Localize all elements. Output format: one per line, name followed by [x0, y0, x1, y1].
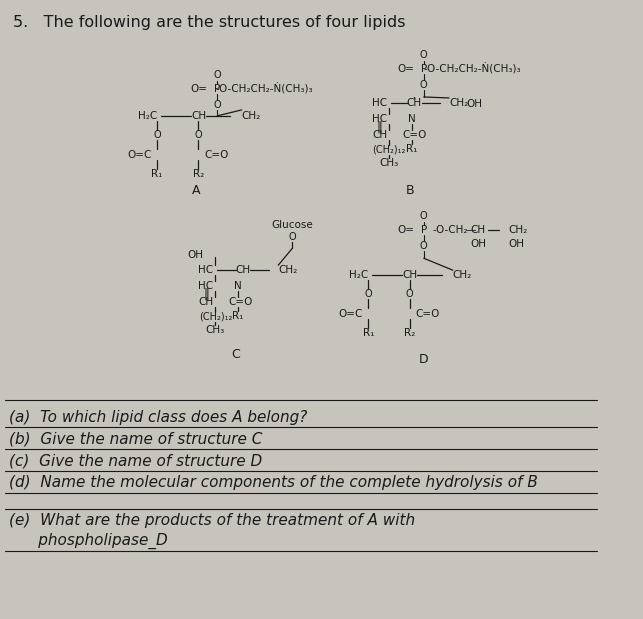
- Text: CH₂: CH₂: [508, 225, 527, 235]
- Text: (a)  To which lipid class does A belong?: (a) To which lipid class does A belong?: [9, 410, 307, 425]
- Text: R₁: R₁: [406, 144, 417, 154]
- Text: -O-CH₂: -O-CH₂: [432, 225, 467, 235]
- Text: R₁: R₁: [363, 328, 374, 338]
- Text: O: O: [195, 130, 203, 140]
- Text: CH: CH: [372, 130, 387, 140]
- Text: HC: HC: [199, 281, 213, 291]
- Text: O=: O=: [191, 84, 208, 94]
- Text: (CH₂)₁₂: (CH₂)₁₂: [199, 312, 232, 322]
- Text: R₂: R₂: [193, 168, 204, 179]
- Text: ‖: ‖: [203, 288, 209, 301]
- Text: CH: CH: [199, 297, 213, 307]
- Text: Glucose: Glucose: [271, 220, 313, 230]
- Text: CH: CH: [471, 225, 485, 235]
- Text: O=C: O=C: [127, 150, 152, 160]
- Text: C=O: C=O: [228, 297, 253, 307]
- Text: HC: HC: [372, 98, 387, 108]
- Text: O: O: [420, 50, 428, 60]
- Text: O: O: [420, 241, 428, 251]
- Text: (b)  Give the name of structure C: (b) Give the name of structure C: [9, 431, 262, 446]
- Text: R₁: R₁: [232, 311, 244, 321]
- Text: OH: OH: [470, 240, 486, 249]
- Text: HC: HC: [372, 114, 387, 124]
- Text: (CH₂)₁₂: (CH₂)₁₂: [372, 145, 406, 155]
- Text: B: B: [405, 184, 414, 197]
- Text: C=O: C=O: [402, 130, 426, 140]
- Text: ‖: ‖: [377, 120, 383, 133]
- Text: OH: OH: [508, 240, 524, 249]
- Text: A: A: [192, 184, 201, 197]
- Text: OH: OH: [466, 99, 482, 109]
- Text: R₁: R₁: [152, 168, 163, 179]
- Text: CH: CH: [407, 98, 422, 108]
- Text: CH: CH: [191, 111, 206, 121]
- Text: O: O: [420, 80, 428, 90]
- Text: O: O: [365, 289, 372, 299]
- Text: O: O: [289, 232, 296, 242]
- Text: CH₂: CH₂: [449, 98, 468, 108]
- Text: P: P: [214, 84, 221, 94]
- Text: O: O: [154, 130, 161, 140]
- Text: phospholipase_D: phospholipase_D: [9, 533, 168, 549]
- Text: CH₂: CH₂: [453, 270, 472, 280]
- Text: H₂C: H₂C: [349, 270, 368, 280]
- Text: —: —: [466, 225, 476, 235]
- Text: -O-CH₂CH₂-Ṅ(CH₃)₃: -O-CH₂CH₂-Ṅ(CH₃)₃: [424, 63, 521, 75]
- Text: 5.   The following are the structures of four lipids: 5. The following are the structures of f…: [13, 15, 405, 30]
- Text: CH₂: CH₂: [278, 265, 298, 275]
- Text: O: O: [406, 289, 413, 299]
- Text: CH₃: CH₃: [206, 325, 225, 335]
- Text: N: N: [234, 281, 242, 291]
- Text: O=: O=: [397, 64, 414, 74]
- Text: (d)  Name the molecular components of the complete hydrolysis of B: (d) Name the molecular components of the…: [9, 475, 538, 490]
- Text: R₂: R₂: [404, 328, 415, 338]
- Text: C=O: C=O: [415, 309, 440, 319]
- Text: O: O: [420, 212, 428, 222]
- Text: H₂C: H₂C: [138, 111, 157, 121]
- Text: P: P: [421, 64, 427, 74]
- Text: (e)  What are the products of the treatment of A with: (e) What are the products of the treatme…: [9, 513, 415, 528]
- Text: O: O: [213, 70, 221, 80]
- Text: C=O: C=O: [204, 150, 228, 160]
- Text: CH₂: CH₂: [242, 111, 261, 121]
- Text: N: N: [408, 114, 415, 124]
- Text: CH: CH: [235, 265, 250, 275]
- Text: OH: OH: [187, 250, 203, 260]
- Text: D: D: [419, 353, 428, 366]
- Text: (c)  Give the name of structure D: (c) Give the name of structure D: [9, 453, 262, 469]
- Text: CH: CH: [402, 270, 417, 280]
- Text: O=: O=: [397, 225, 414, 235]
- Text: -O-CH₂CH₂-Ṅ(CH₃)₃: -O-CH₂CH₂-Ṅ(CH₃)₃: [215, 84, 313, 95]
- Text: O: O: [213, 100, 221, 110]
- Text: P: P: [421, 225, 427, 235]
- Text: C: C: [231, 348, 240, 361]
- Text: CH₃: CH₃: [379, 158, 399, 168]
- Text: O=C: O=C: [338, 309, 363, 319]
- Text: HC: HC: [199, 265, 213, 275]
